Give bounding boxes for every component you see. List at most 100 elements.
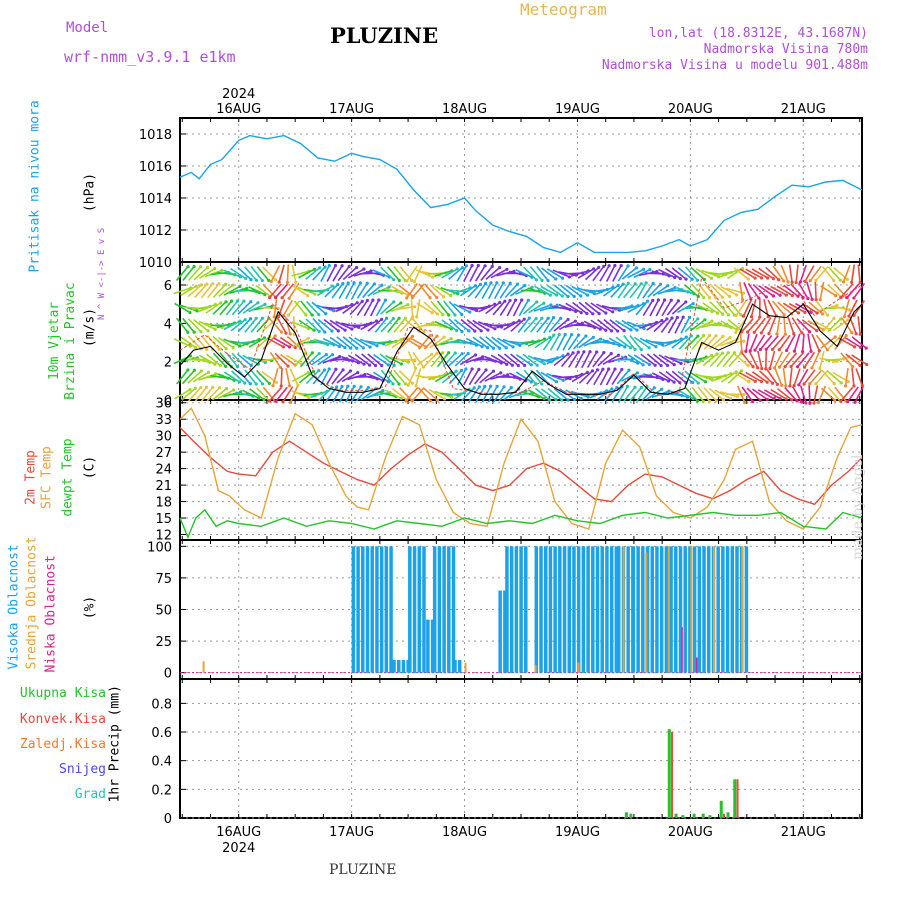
wind-arrow: [739, 333, 743, 352]
wind-arrow: [574, 351, 585, 369]
wind-arrow-head: [224, 364, 228, 368]
wind-arrow-head: [753, 276, 757, 280]
wind-arrow: [380, 301, 395, 315]
wind-arrow: [746, 387, 761, 401]
wind-arrow: [741, 386, 754, 402]
wind-arrow-head: [739, 313, 743, 317]
wind-arrow-head: [851, 364, 855, 369]
wind-arrow-head: [380, 363, 384, 368]
high-cloud-bar: [614, 546, 619, 673]
wind-arrow-head: [591, 335, 595, 339]
wind-arrow-head: [690, 380, 695, 385]
wind-arrow: [707, 374, 726, 380]
wind-arrow: [799, 264, 807, 283]
wind-arrow: [629, 335, 642, 350]
wind-arrow: [223, 285, 241, 296]
wind-arrow: [454, 352, 469, 367]
wind-arrow: [684, 387, 699, 402]
wind-arrow: [646, 353, 662, 367]
wind-arrow: [387, 369, 400, 385]
wind-arrow: [757, 350, 763, 369]
wind-arrow-head: [622, 329, 626, 333]
wind-arrow-head: [585, 311, 589, 316]
wind-arrow-head: [540, 382, 544, 386]
wind-arrow: [378, 391, 397, 398]
wind-arrow: [527, 287, 546, 295]
wind-arrow: [844, 367, 849, 387]
y-tick-label: 6: [164, 279, 172, 294]
y-tick-label: 0.2: [151, 783, 172, 798]
wind-arrow-head: [304, 351, 308, 355]
wind-arrow: [349, 300, 363, 316]
wind-arrow: [230, 370, 246, 384]
wind-arrow: [380, 369, 394, 385]
wind-arrow-head: [620, 367, 624, 372]
wind-arrow-head: [405, 279, 409, 283]
wind-arrow-head: [491, 346, 496, 350]
wind-arrow-head: [480, 345, 484, 349]
wind-arrow-head: [285, 280, 289, 285]
high-cloud-bar: [562, 546, 567, 673]
wind-arrow: [745, 268, 762, 279]
wind-arrow: [722, 352, 736, 368]
high-cloud-bar: [659, 546, 664, 673]
wind-arrow-head: [566, 317, 570, 322]
wind-arrow-head: [529, 380, 533, 384]
wind-arrow: [309, 339, 328, 346]
high-cloud-bar: [730, 546, 735, 673]
wind-arrow-head: [676, 299, 680, 303]
wind-arrow: [391, 285, 408, 296]
wind-arrow: [850, 264, 856, 283]
wind-arrow-head: [549, 303, 553, 307]
wind-arrow: [312, 369, 326, 385]
precip-total-bar: [624, 812, 628, 818]
wind-arrow: [180, 336, 197, 349]
wind-arrow: [436, 352, 450, 368]
wind-arrow: [322, 337, 340, 348]
wind-arrow: [502, 374, 521, 380]
wind-arrow-head: [414, 384, 418, 388]
wind-arrow: [351, 282, 362, 300]
precip-total-bar: [733, 779, 737, 818]
wind-arrow-head: [740, 298, 745, 302]
wind-arrow-head: [554, 277, 558, 281]
wind-arrow: [407, 351, 417, 369]
wind-arrow: [392, 388, 408, 401]
wind-arrow: [664, 355, 682, 365]
y-tick-label: 1010: [139, 256, 172, 271]
wind-arrow: [667, 317, 679, 334]
wind-arrow-head: [832, 278, 836, 283]
wind-arrow-head: [602, 264, 606, 268]
wind-arrow-head: [217, 282, 221, 286]
wind-arrow: [534, 285, 551, 296]
wind-arrow-head: [254, 278, 259, 282]
wind-arrow: [219, 300, 233, 316]
pressure-outer-label: Pritisak na nivou mora: [27, 100, 43, 273]
wind-arrow-head: [707, 296, 712, 300]
wind-arrow-head: [772, 366, 777, 370]
high-cloud-bar: [626, 546, 630, 673]
wind-arrow-head: [204, 385, 209, 389]
wind-arrow: [702, 302, 718, 314]
wind-arrow-head: [801, 349, 805, 354]
y-tick-label: 12: [155, 529, 172, 544]
wind-arrow: [578, 370, 594, 384]
wind-arrow: [793, 333, 801, 352]
wind-arrow: [378, 340, 397, 345]
wind-arrow: [289, 368, 299, 386]
wind-arrow-head: [218, 363, 222, 368]
wind-arrow-head: [749, 315, 754, 319]
wind-arrow-head: [790, 280, 794, 285]
wind-arrow-head: [679, 361, 683, 366]
wind-arrow: [763, 389, 781, 400]
wind-arrow: [716, 300, 729, 316]
wind-arrow-head: [628, 346, 633, 350]
wind-arrow: [509, 284, 526, 297]
wind-arrow: [776, 285, 793, 297]
wind-arrow-head: [645, 299, 650, 303]
wind-arrow-head: [453, 351, 457, 355]
wind-arrow-head: [783, 365, 787, 369]
wind-arrow: [801, 302, 818, 314]
wind-arrow: [510, 353, 526, 367]
wind-arrow-head: [260, 278, 264, 283]
